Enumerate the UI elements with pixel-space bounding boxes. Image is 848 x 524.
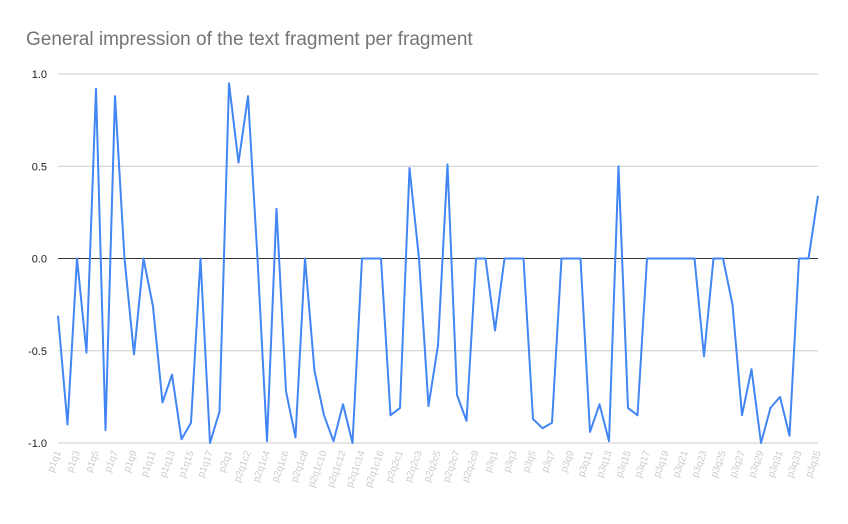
y-tick-label: -0.5 <box>28 346 47 358</box>
chart-title: General impression of the text fragment … <box>26 29 473 50</box>
y-tick-label: 0.5 <box>32 161 47 173</box>
data-line <box>57 82 819 444</box>
y-tick-label: 1.0 <box>32 69 47 81</box>
y-tick-label: 0.0 <box>32 254 47 266</box>
y-tick-label: -1.0 <box>28 438 47 450</box>
